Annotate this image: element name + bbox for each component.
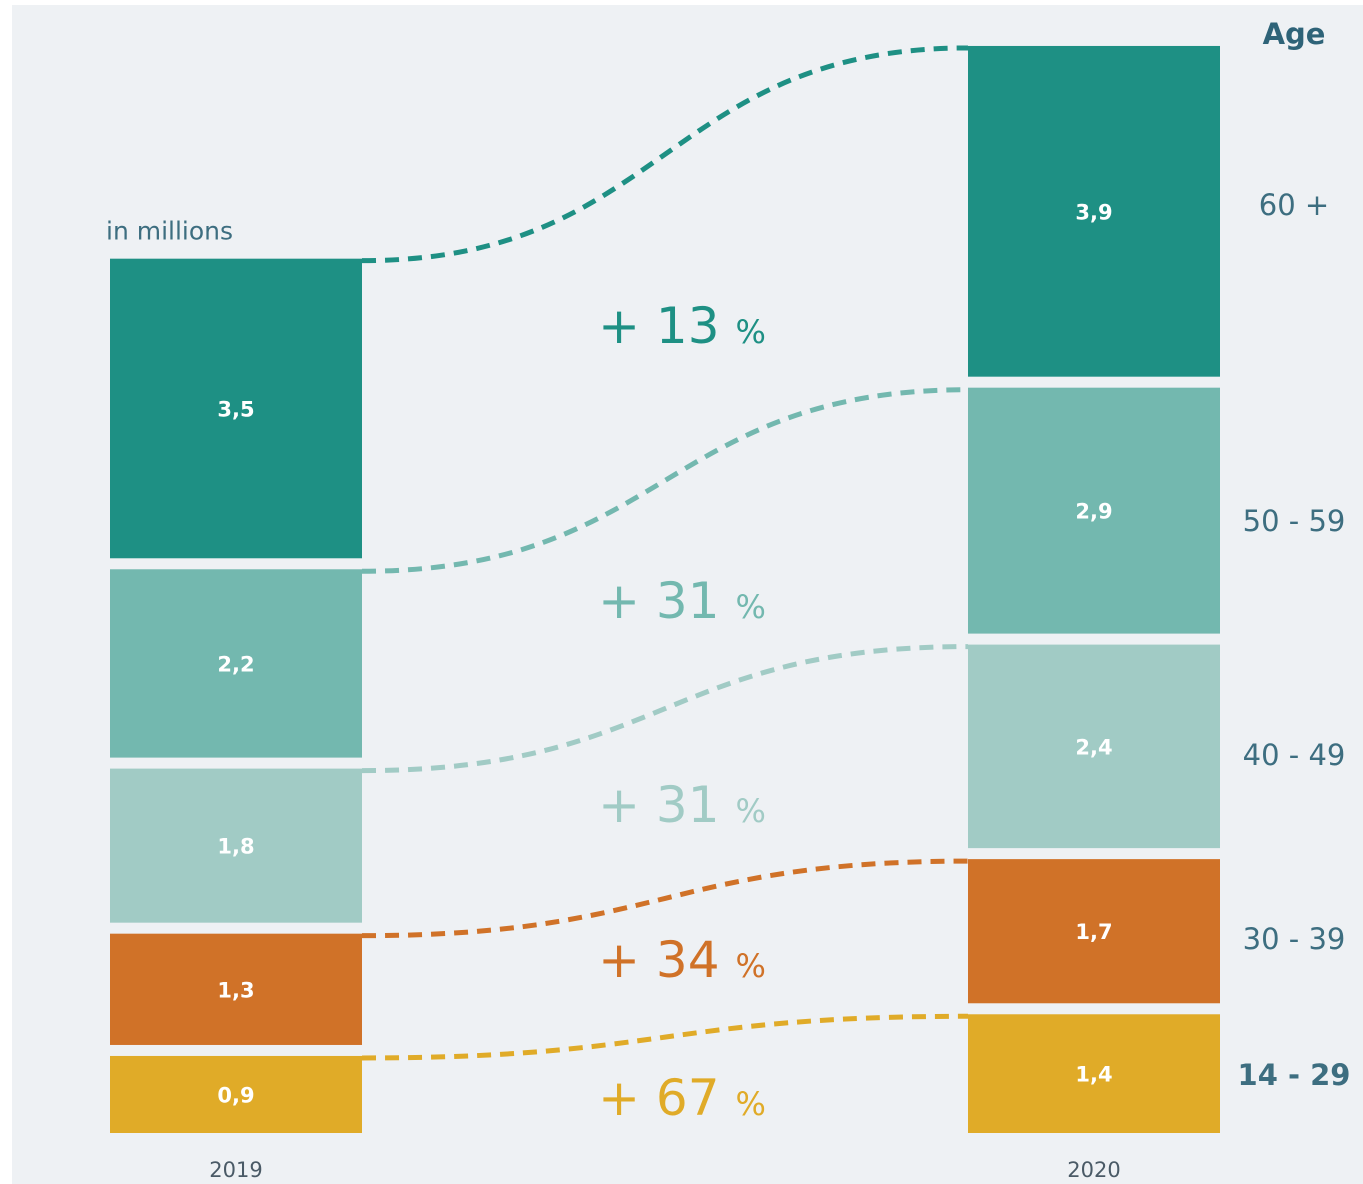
bar <box>110 1055 362 1133</box>
connector-line <box>361 387 969 574</box>
bar-value-label: 1,8 <box>217 835 254 859</box>
bar-value-label: 3,9 <box>1075 200 1112 224</box>
year-label: 2019 <box>209 1158 262 1182</box>
percent-change-label: + 31 % <box>598 776 766 834</box>
stacked-comparison-chart: in millions 3,5 3,9 2,2 2,9 1,8 2,4 1,3 1,7 0,9 1,… <box>12 5 1363 1184</box>
age-group-label: 14 - 29 <box>1238 1058 1351 1092</box>
bar <box>110 569 362 758</box>
bar <box>968 1014 1220 1133</box>
bar-value-label: 2,9 <box>1075 500 1112 524</box>
bar <box>110 768 362 923</box>
connector-line <box>361 45 969 264</box>
bar-value-label: 1,3 <box>217 978 254 1002</box>
age-group-label: 60 + <box>1259 188 1329 222</box>
percent-change-label: + 67 % <box>598 1069 766 1127</box>
bar <box>968 387 1220 634</box>
connector-line <box>361 858 969 939</box>
connector-line <box>361 644 969 774</box>
age-group-label: 40 - 49 <box>1243 738 1346 772</box>
age-group-label: 30 - 39 <box>1243 922 1346 956</box>
bar <box>968 644 1220 849</box>
bar <box>110 933 362 1045</box>
percent-change-label: + 13 % <box>598 297 766 355</box>
bar <box>968 45 1220 377</box>
percent-change-label: + 31 % <box>598 572 766 630</box>
bar <box>968 859 1220 1004</box>
bar-value-label: 1,4 <box>1075 1063 1112 1087</box>
bar-value-label: 1,7 <box>1075 920 1112 944</box>
bar-value-label: 2,2 <box>217 652 254 676</box>
age-header: Age <box>1263 17 1326 51</box>
bar-value-label: 2,4 <box>1075 735 1112 759</box>
percent-change-label: + 34 % <box>598 931 766 989</box>
age-group-label: 50 - 59 <box>1243 504 1346 538</box>
unit-label: in millions <box>106 217 233 246</box>
connector-line <box>361 1013 969 1061</box>
bar-value-label: 3,5 <box>217 397 254 421</box>
bar-value-label: 0,9 <box>217 1083 254 1107</box>
year-label: 2020 <box>1067 1158 1120 1182</box>
bar <box>110 258 362 559</box>
chart-canvas: in millions 3,5 3,9 2,2 2,9 1,8 2,4 1,3 1,7 0,9 1,… <box>106 17 1351 1182</box>
